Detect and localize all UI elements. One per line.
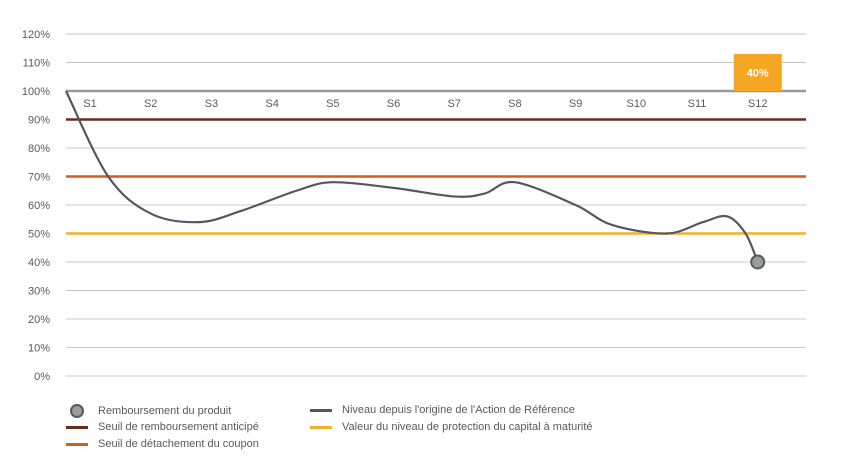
series-line (65, 90, 759, 263)
y-tick-label: 90% (28, 115, 50, 127)
x-tick-label: S7 (447, 98, 460, 110)
x-axis-ticks: S1 S2 S3 S4 S5 S6 S7 S8 S9 S10 S11 S12 (83, 98, 767, 110)
series-group (65, 90, 766, 270)
legend-item-remboursement: Remboursement du produit (70, 404, 231, 418)
y-axis-ticks: 0% 10% 20% 30% 40% 50% 60% 70% 80% 90% 100% 110% 120… (22, 29, 50, 383)
gridlines (66, 33, 806, 377)
final-point-marker (750, 254, 766, 270)
legend-line-icon (66, 425, 88, 429)
legend-line-icon (66, 442, 88, 446)
x-tick-label: S11 (688, 98, 707, 110)
legend-line-icon (310, 425, 332, 429)
x-tick-label: S4 (265, 98, 278, 110)
y-tick-label: 0% (34, 371, 50, 383)
y-tick-label: 50% (28, 229, 50, 241)
legend-item-niveau: Niveau depuis l'origine de l'Action de R… (310, 404, 575, 416)
threshold-lines (66, 89, 806, 235)
x-tick-label: S5 (326, 98, 339, 110)
y-tick-label: 80% (28, 143, 50, 155)
y-tick-label: 10% (28, 343, 50, 355)
legend-label: Valeur du niveau de protection du capita… (342, 421, 593, 433)
x-tick-label: S2 (144, 98, 157, 110)
x-tick-label: S10 (627, 98, 647, 110)
y-tick-label: 60% (28, 200, 50, 212)
annotation-group: 40% (733, 53, 782, 91)
x-tick-label: S8 (508, 98, 521, 110)
y-tick-label: 100% (22, 86, 50, 98)
annotation-label: 40% (747, 67, 769, 79)
y-tick-label: 110% (23, 58, 51, 70)
legend-item-protection: Valeur du niveau de protection du capita… (310, 421, 593, 433)
y-tick-label: 120% (22, 29, 50, 41)
legend-label: Remboursement du produit (98, 405, 232, 417)
chart: 0% 10% 20% 30% 40% 50% 60% 70% 80% 90% 100% 110% 120… (22, 29, 806, 383)
legend-line-icon (310, 408, 332, 412)
legend-label: Niveau depuis l'origine de l'Action de R… (342, 404, 575, 416)
y-tick-label: 70% (28, 172, 50, 184)
x-tick-label: S6 (387, 98, 400, 110)
legend-item-seuil-remboursement: Seuil de remboursement anticipé (66, 421, 259, 433)
x-tick-label: S3 (205, 98, 218, 110)
x-tick-label: S12 (748, 98, 768, 110)
x-tick-label: S9 (569, 98, 582, 110)
y-tick-label: 40% (28, 257, 50, 269)
annotation-box (733, 53, 782, 91)
legend-dot-icon (70, 404, 84, 418)
legend-label: Seuil de remboursement anticipé (98, 421, 259, 433)
x-tick-label: S1 (83, 98, 96, 110)
y-tick-label: 30% (28, 286, 50, 298)
legend-label: Seuil de détachement du coupon (98, 438, 259, 450)
y-tick-label: 20% (28, 314, 50, 326)
legend-item-seuil-coupon: Seuil de détachement du coupon (66, 438, 259, 450)
